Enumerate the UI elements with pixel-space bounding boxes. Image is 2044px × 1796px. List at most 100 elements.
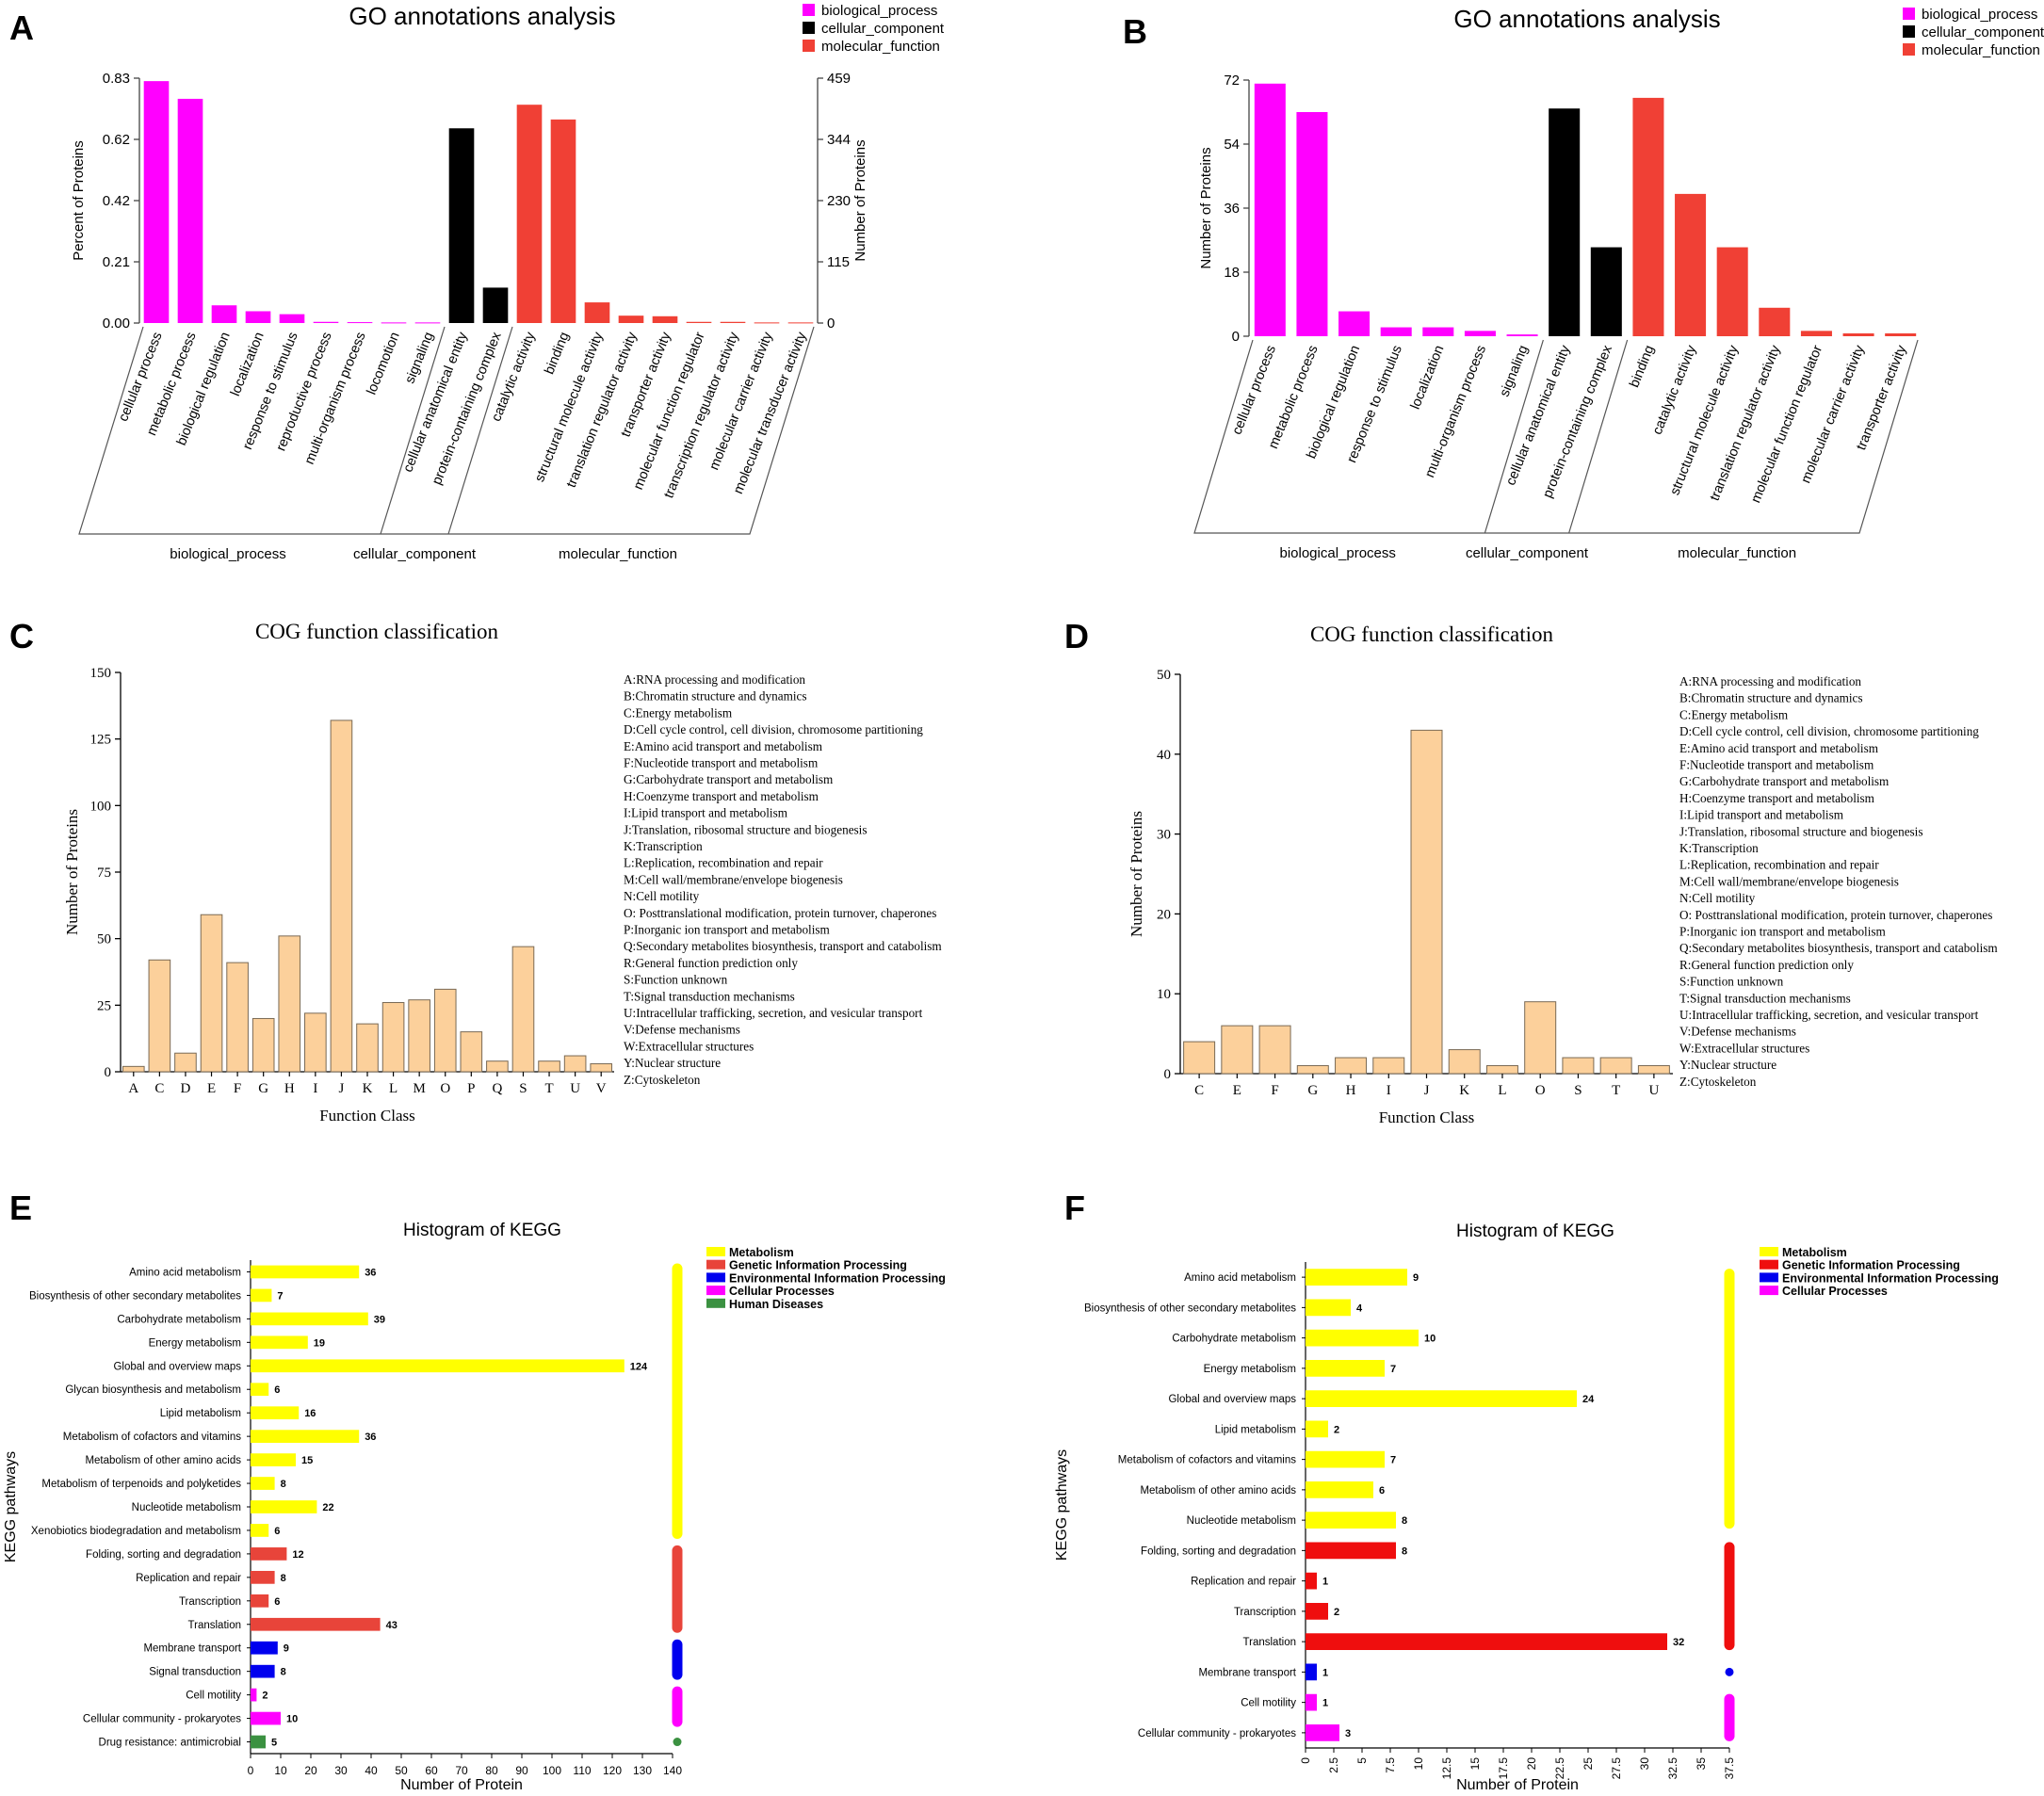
- x-tick-label: 5: [1355, 1757, 1369, 1764]
- go-bar: [787, 322, 814, 324]
- x-tick-label: D: [181, 1081, 191, 1096]
- go-bar: [211, 305, 237, 323]
- cog-legend-line: F:Nucleotide transport and metabolism: [624, 756, 819, 770]
- y-tick-label: 0.42: [103, 193, 130, 209]
- kegg-value-label: 16: [304, 1408, 316, 1419]
- kegg-bar: [1306, 1390, 1577, 1407]
- kegg-value-label: 2: [262, 1691, 268, 1702]
- y-tick-label: 0.83: [103, 71, 130, 87]
- kegg-bar: [1306, 1542, 1396, 1560]
- kegg-pathway-label: Cellular community - prokaryotes: [1138, 1728, 1296, 1739]
- x-tick-label: 30: [334, 1764, 348, 1777]
- go-bar: [1422, 327, 1454, 336]
- kegg-value-label: 9: [284, 1643, 289, 1655]
- go-bar: [347, 322, 373, 324]
- legend-label: Genetic Information Processing: [729, 1259, 907, 1272]
- x-tick-label: G: [1307, 1083, 1318, 1098]
- group-label: biological_process: [1279, 545, 1395, 561]
- go-bar: [584, 302, 610, 323]
- kegg-bar: [251, 1735, 266, 1749]
- kegg-pathway-label: Translation: [1243, 1637, 1296, 1648]
- x-tick-label: 0: [248, 1764, 254, 1777]
- cog-bar: [381, 1002, 405, 1073]
- legend-label: biological_process: [821, 3, 937, 19]
- kegg-pathway-label: Transcription: [179, 1596, 241, 1608]
- cog-legend-line: R:General function prediction only: [1679, 958, 1854, 972]
- kegg-bar: [251, 1641, 278, 1655]
- category-label: locomotion: [365, 331, 403, 397]
- x-tick-label: M: [413, 1081, 425, 1096]
- legend-swatch: [803, 22, 815, 34]
- panel-letter-f: F: [1064, 1189, 1085, 1227]
- cog-bar: [174, 1052, 197, 1073]
- y-axis-right-label: Number of Proteins: [852, 139, 868, 261]
- group-divider: [447, 326, 513, 535]
- legend-swatch: [706, 1298, 725, 1308]
- x-tick-label: C: [1194, 1083, 1204, 1098]
- kegg-bar: [1306, 1572, 1317, 1590]
- x-tick-label: L: [389, 1081, 397, 1096]
- category-label: catalytic activity: [1650, 343, 1700, 437]
- kegg-bar: [251, 1711, 281, 1725]
- y-axis-label: Number of Proteins: [1198, 147, 1214, 268]
- kegg-pathway-label: Lipid metabolism: [1215, 1424, 1296, 1435]
- cog-legend-line: D:Cell cycle control, cell division, chr…: [1679, 724, 1979, 738]
- kegg-value-label: 1: [1322, 1698, 1328, 1709]
- go-bar: [1254, 83, 1286, 337]
- legend-label: cellular_component: [821, 21, 945, 37]
- cog-legend-line: G:Carbohydrate transport and metabolism: [624, 772, 834, 786]
- y-tick-label: 125: [90, 733, 112, 748]
- kegg-bar: [1306, 1512, 1396, 1529]
- cog-bar: [122, 1065, 145, 1073]
- x-tick-label: J: [338, 1081, 344, 1096]
- legend-swatch: [1903, 25, 1915, 38]
- cog-legend-line: S:Function unknown: [1679, 975, 1784, 989]
- kegg-pathway-label: Xenobiotics biodegradation and metabolis…: [31, 1526, 241, 1537]
- legend-swatch: [706, 1286, 725, 1296]
- cog-bar: [278, 935, 301, 1073]
- y-tick-label: 75: [97, 866, 111, 881]
- legend-swatch: [803, 40, 815, 52]
- class-indicator: [673, 1738, 682, 1747]
- chart-title: Histogram of KEGG: [403, 1221, 561, 1240]
- go-bar: [1549, 108, 1581, 336]
- cog-legend-line: J:Translation, ribosomal structure and b…: [1679, 824, 1922, 838]
- cog-legend-line: N:Cell motility: [624, 889, 700, 903]
- kegg-value-label: 36: [365, 1432, 376, 1443]
- cog-legend-line: S:Function unknown: [624, 973, 728, 987]
- legend-label: Metabolism: [729, 1246, 794, 1259]
- kegg-pathway-label: Metabolism of other amino acids: [85, 1455, 241, 1466]
- cog-bar: [304, 1012, 327, 1073]
- x-tick-label: 32.5: [1666, 1757, 1679, 1780]
- go-chart-a: GO annotations analysis biological_proces…: [71, 2, 945, 562]
- y-right-tick-label: 230: [827, 193, 851, 209]
- y-tick-label: 50: [97, 932, 111, 947]
- kegg-value-label: 6: [274, 1596, 280, 1608]
- kegg-value-label: 124: [630, 1361, 648, 1372]
- x-tick-label: 70: [455, 1764, 468, 1777]
- kegg-pathway-label: Global and overview maps: [113, 1361, 241, 1372]
- cog-legend-line: K:Transcription: [1679, 841, 1759, 855]
- kegg-bar: [1306, 1329, 1419, 1347]
- kegg-bar: [251, 1524, 269, 1537]
- panel-letter-b: B: [1123, 12, 1147, 51]
- go-bar: [1842, 332, 1874, 336]
- kegg-value-label: 12: [292, 1549, 303, 1561]
- cog-bar: [1524, 1001, 1557, 1075]
- cog-legend-line: I:Lipid transport and metabolism: [1679, 808, 1844, 822]
- y-tick-label: 18: [1224, 265, 1240, 281]
- kegg-value-label: 32: [1673, 1637, 1684, 1648]
- legend-swatch: [1903, 8, 1915, 20]
- legend-label: cellular_component: [1922, 24, 2044, 40]
- kegg-bar: [1306, 1603, 1328, 1620]
- y-tick-label: 0.62: [103, 132, 130, 148]
- kegg-value-label: 1: [1322, 1577, 1328, 1588]
- cog-legend-line: Q:Secondary metabolites biosynthesis, tr…: [624, 939, 942, 953]
- cog-bar: [356, 1023, 379, 1073]
- group-divider: [1568, 339, 1629, 534]
- y-tick-label: 30: [1157, 828, 1171, 843]
- cog-legend-line: T:Signal transduction mechanisms: [624, 989, 795, 1003]
- kegg-value-label: 7: [1390, 1364, 1396, 1375]
- cog-legend-line: T:Signal transduction mechanisms: [1679, 991, 1851, 1005]
